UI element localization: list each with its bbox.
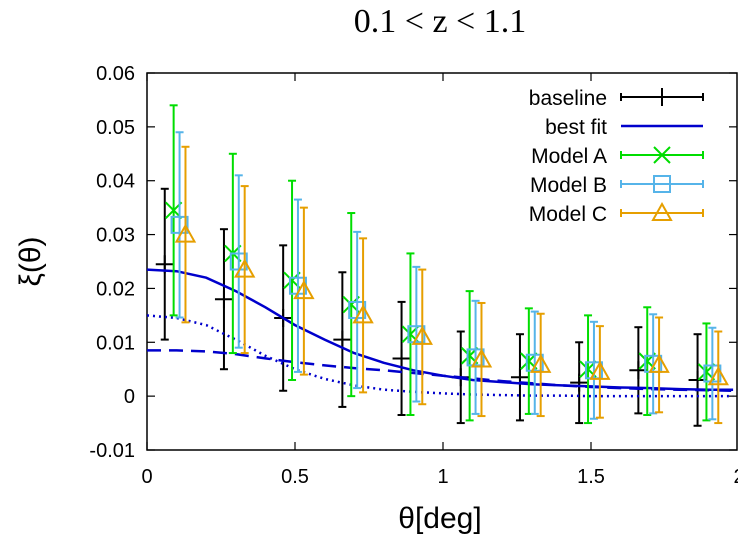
legend-label: Model A — [531, 145, 607, 168]
data-point — [529, 353, 552, 373]
legend-label: Model C — [529, 203, 607, 226]
data-point — [174, 223, 197, 243]
y-tick-label: 0.03 — [96, 225, 135, 247]
data-point — [170, 215, 189, 234]
y-tick-label: 0.01 — [96, 332, 135, 354]
series-model-c — [174, 145, 729, 425]
legend-marker — [651, 201, 673, 221]
legend-label: baseline — [529, 87, 607, 110]
x-tick-label: 0.5 — [281, 466, 309, 488]
legend-marker — [653, 175, 671, 193]
data-point — [570, 373, 589, 392]
y-tick-label: 0.06 — [96, 63, 135, 85]
legend-item: baseline — [529, 87, 704, 110]
data-point — [470, 348, 493, 368]
plot-frame — [146, 72, 738, 451]
y-tick-label: 0.02 — [96, 278, 135, 300]
data-point — [214, 290, 233, 309]
legend-label: best fit — [545, 116, 607, 139]
data-point — [707, 366, 729, 386]
series-curve-2 — [147, 349, 734, 393]
data-point — [648, 353, 670, 373]
data-point — [233, 258, 256, 278]
y-tick-label: 0 — [124, 386, 135, 408]
data-point — [466, 348, 485, 367]
y-tick-label: 0.04 — [96, 171, 135, 193]
data-point — [392, 349, 411, 368]
data-point — [352, 304, 374, 324]
legend: baseline best fit Model A Model B Model C — [529, 87, 704, 226]
x-axis: 0 0.5 1 1.5 2 — [141, 73, 738, 488]
plot-area — [146, 72, 738, 451]
y-axis-label: ξ(θ) — [14, 236, 47, 286]
legend-item: Model C — [529, 201, 704, 226]
x-tick-label: 1 — [437, 466, 448, 488]
x-tick-label: 2 — [733, 466, 738, 488]
series-group — [147, 104, 734, 427]
data-point — [525, 353, 544, 372]
x-axis-label: θ[deg] — [398, 502, 481, 535]
legend-item: Model A — [531, 145, 704, 168]
y-axis: -0.01 0 0.01 0.02 0.03 0.04 0.05 0.06 — [89, 63, 737, 462]
chart-title: 0.1 < z < 1.1 — [354, 3, 526, 40]
data-point — [407, 325, 426, 344]
data-point — [411, 325, 433, 345]
data-point — [589, 360, 611, 380]
x-tick-label: 0 — [141, 466, 152, 488]
y-tick-label: -0.01 — [89, 440, 135, 462]
data-point — [333, 330, 352, 349]
legend-marker — [653, 88, 671, 106]
data-point — [293, 280, 315, 300]
x-tick-label: 1.5 — [577, 466, 605, 488]
legend-label: Model B — [530, 174, 607, 197]
series-baseline — [155, 187, 707, 427]
legend-item: Model B — [530, 174, 704, 197]
y-tick-label: 0.05 — [96, 117, 135, 139]
legend-item: best fit — [545, 116, 703, 139]
legend-marker — [653, 146, 671, 164]
fit-curve — [147, 349, 734, 393]
